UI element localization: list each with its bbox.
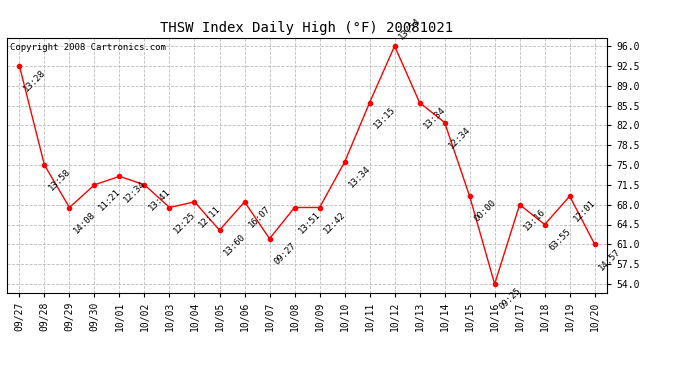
Text: 14:08: 14:08 bbox=[72, 210, 97, 235]
Text: 13:28: 13:28 bbox=[22, 68, 48, 93]
Text: 13:16: 13:16 bbox=[522, 207, 548, 232]
Text: 12:11: 12:11 bbox=[197, 204, 222, 230]
Text: 13:60: 13:60 bbox=[222, 232, 248, 258]
Text: 13:41: 13:41 bbox=[147, 187, 172, 213]
Text: 12:34: 12:34 bbox=[447, 125, 473, 150]
Text: 09:27: 09:27 bbox=[272, 241, 297, 266]
Text: Copyright 2008 Cartronics.com: Copyright 2008 Cartronics.com bbox=[10, 43, 166, 52]
Title: THSW Index Daily High (°F) 20081021: THSW Index Daily High (°F) 20081021 bbox=[161, 21, 453, 35]
Text: 12:01: 12:01 bbox=[572, 198, 598, 224]
Text: 14:57: 14:57 bbox=[598, 247, 622, 272]
Text: 13:54: 13:54 bbox=[397, 16, 422, 42]
Text: 09:25: 09:25 bbox=[497, 286, 522, 312]
Text: 13:51: 13:51 bbox=[297, 210, 322, 235]
Text: 63:55: 63:55 bbox=[547, 227, 573, 252]
Text: 12:42: 12:42 bbox=[322, 210, 348, 235]
Text: 13:34: 13:34 bbox=[347, 164, 373, 190]
Text: 00:00: 00:00 bbox=[472, 198, 497, 224]
Text: 13:15: 13:15 bbox=[372, 105, 397, 130]
Text: 12:34: 12:34 bbox=[122, 178, 148, 204]
Text: 12:25: 12:25 bbox=[172, 210, 197, 235]
Text: 11:21: 11:21 bbox=[97, 187, 122, 213]
Text: 13:58: 13:58 bbox=[47, 167, 72, 193]
Text: 16:07: 16:07 bbox=[247, 204, 273, 230]
Text: 13:34: 13:34 bbox=[422, 105, 448, 130]
